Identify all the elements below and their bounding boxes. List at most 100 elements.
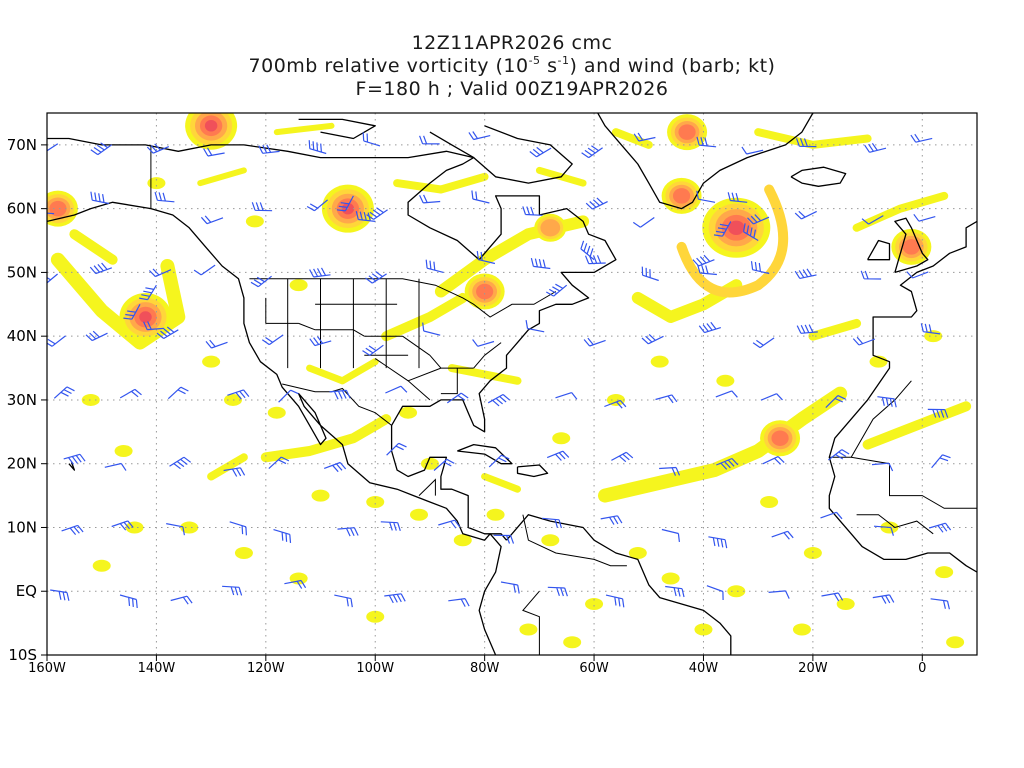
lat-label: 50N xyxy=(7,263,37,281)
coastline-south-america-north xyxy=(506,514,732,655)
wind-barb xyxy=(336,195,354,212)
wind-barb xyxy=(104,462,127,471)
wind-barb xyxy=(154,191,175,203)
vorticity-contour xyxy=(672,188,691,204)
wind-barb xyxy=(139,284,157,301)
wind-barb xyxy=(119,388,142,399)
wind-barb xyxy=(261,334,284,346)
wind-barb xyxy=(605,594,625,608)
vorticity-patch xyxy=(946,636,965,649)
vorticity-patch xyxy=(716,374,735,387)
wind-barb xyxy=(747,214,770,225)
vorticity-patch xyxy=(606,393,625,406)
wind-barb xyxy=(166,523,185,536)
wind-barb xyxy=(308,140,327,155)
vorticity-patch xyxy=(486,508,505,521)
wind-barb xyxy=(468,131,491,141)
wind-barb xyxy=(871,462,894,472)
coastline-europe-africa xyxy=(828,220,977,573)
wind-barb xyxy=(119,594,138,609)
lon-label: 60W xyxy=(579,661,609,676)
wind-barb xyxy=(329,389,351,400)
lat-label: 30N xyxy=(7,391,37,409)
wind-barb xyxy=(446,392,469,404)
vorticity-patch xyxy=(453,534,472,547)
wind-barb xyxy=(821,592,844,602)
vorticity-patch xyxy=(563,636,582,649)
wind-barb xyxy=(488,454,510,468)
wind-barb xyxy=(309,267,331,278)
coastlines xyxy=(47,113,977,655)
wind-barb xyxy=(872,594,895,604)
border-south-america xyxy=(522,514,627,567)
wind-barb xyxy=(525,320,545,333)
border-state xyxy=(429,354,442,369)
border-south-america xyxy=(522,590,540,655)
wind-barb xyxy=(273,529,292,543)
vorticity-patch xyxy=(552,432,571,445)
vorticity-patch xyxy=(410,508,428,521)
coastline-cuba xyxy=(457,443,513,465)
vorticity-patch xyxy=(245,215,264,228)
vorticity-shading xyxy=(47,113,972,649)
coastline-greenland xyxy=(596,113,815,210)
political-borders xyxy=(150,144,977,655)
wind-barb xyxy=(47,335,66,347)
wind-barb xyxy=(156,326,179,340)
longitude-labels: 160W 140W 120W 100W 80W 60W 40W 20W 0 xyxy=(28,655,926,676)
wind-barb xyxy=(422,322,441,336)
wind-barb xyxy=(698,321,721,334)
wind-barb xyxy=(864,142,887,153)
wind-barb xyxy=(433,458,455,471)
wind-barb xyxy=(222,585,243,596)
wind-barb xyxy=(692,254,715,267)
vorticity-band xyxy=(676,184,789,298)
vorticity-band xyxy=(393,172,489,194)
latitude-labels: 70N 60N 50N 40N 30N 20N 10N EQ 10S xyxy=(7,136,47,664)
wind-barb xyxy=(929,522,952,533)
coastline-hawaii xyxy=(68,462,76,471)
wind-barb xyxy=(913,213,936,222)
wind-barb xyxy=(611,451,634,463)
border-state xyxy=(402,335,431,356)
vorticity-band xyxy=(611,128,653,149)
wind-barb xyxy=(828,449,850,461)
border-central-america xyxy=(418,478,436,496)
wind-barb xyxy=(522,206,543,216)
lon-label: 100W xyxy=(356,661,394,676)
title-line-3: F=180 h ; Valid 00Z19APR2026 xyxy=(355,78,669,100)
wind-barb xyxy=(203,147,225,157)
wind-barb xyxy=(696,136,717,148)
border-state xyxy=(298,322,316,331)
vorticity-patch xyxy=(803,546,822,559)
vorticity-band xyxy=(50,252,186,350)
wind-barb xyxy=(205,339,228,349)
vorticity-band xyxy=(381,292,468,342)
lat-lon-grid xyxy=(47,113,977,655)
wind-barb xyxy=(123,304,141,320)
vorticity-band xyxy=(808,318,862,341)
wind-barb xyxy=(366,207,388,220)
wind-barb xyxy=(193,264,216,276)
vorticity-contour xyxy=(771,430,789,446)
vorticity-band xyxy=(306,358,379,385)
wind-barb xyxy=(448,598,470,607)
vorticity-patch xyxy=(366,610,385,623)
wind-barb xyxy=(825,395,846,409)
vorticity-patch xyxy=(147,177,166,190)
wind-barb xyxy=(600,515,623,525)
wind-barb xyxy=(362,132,381,147)
wind-barb xyxy=(696,190,716,203)
wind-barb xyxy=(323,461,347,473)
lat-label: 70N xyxy=(7,136,37,154)
wind-barb xyxy=(697,264,717,276)
wind-barb xyxy=(581,145,603,159)
wind-barb xyxy=(741,146,764,155)
wind-barb xyxy=(604,399,627,409)
wind-barb xyxy=(170,595,193,605)
vorticity-band xyxy=(447,364,522,385)
wind-barb xyxy=(706,585,724,601)
wind-barb xyxy=(794,268,817,279)
vorticity-patch xyxy=(267,406,286,419)
wind-barb xyxy=(585,197,608,210)
